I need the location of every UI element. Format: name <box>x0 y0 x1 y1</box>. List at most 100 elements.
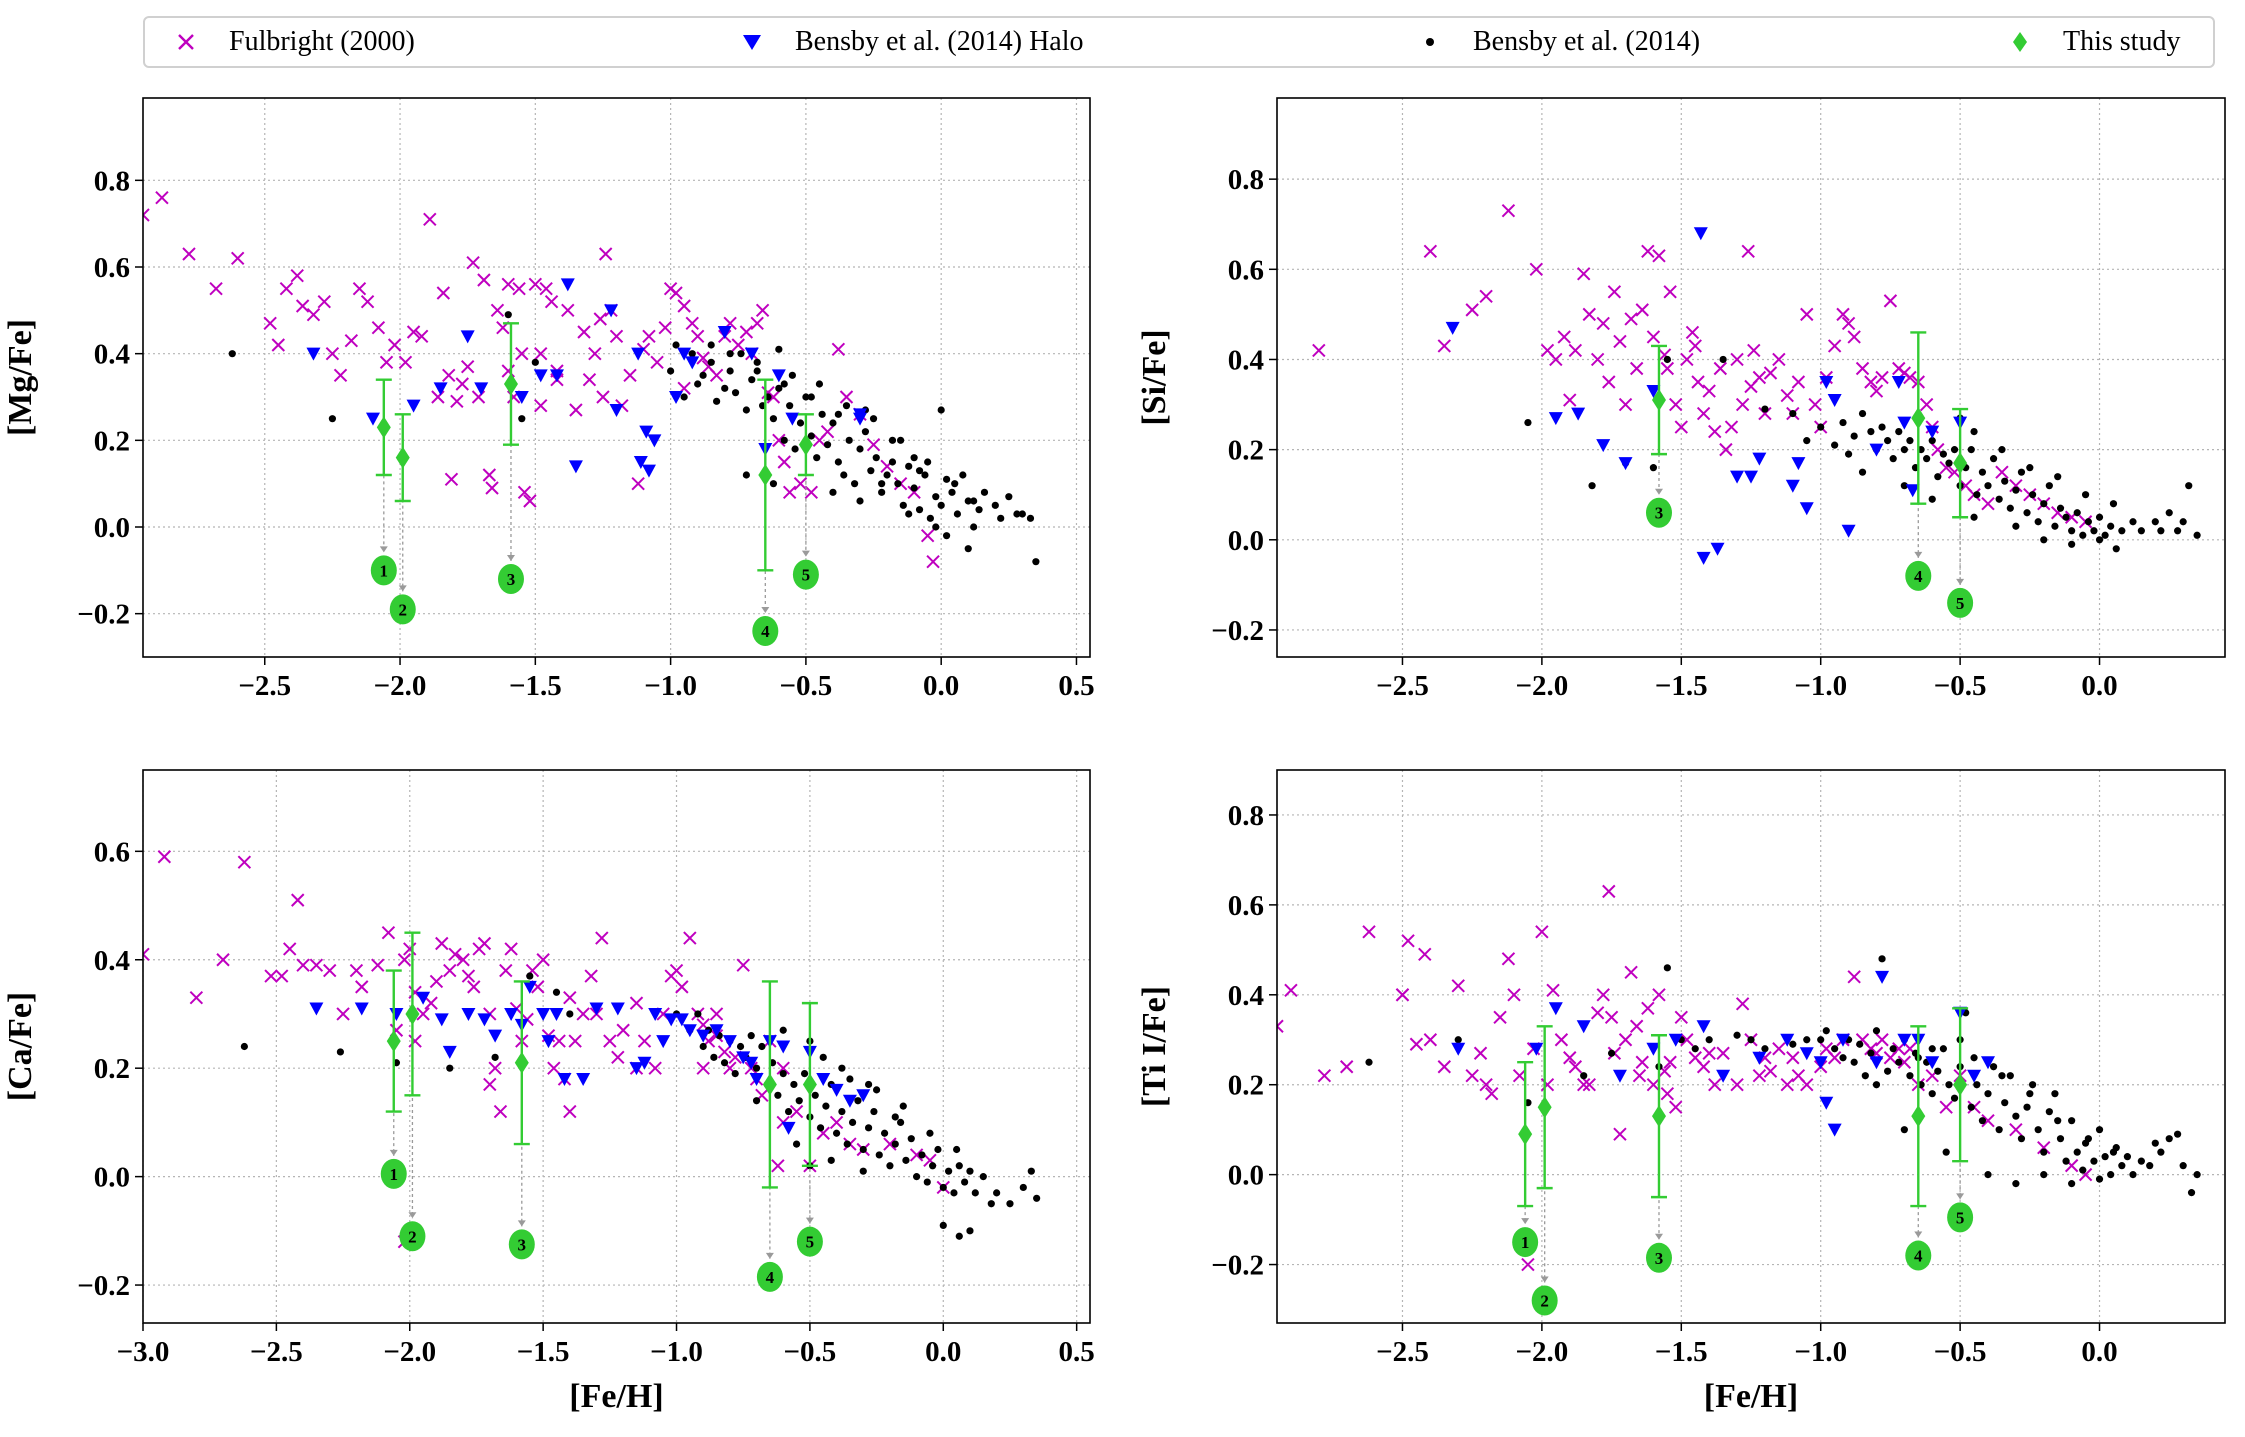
fulbright-point <box>1685 325 1700 340</box>
bensby-point <box>818 410 826 418</box>
fulbright-point <box>669 963 684 978</box>
bensby-point <box>2054 473 2062 481</box>
fulbright-point <box>1680 1033 1694 1047</box>
fulbright-point <box>1577 267 1591 281</box>
bensby-point <box>2187 1189 2196 1197</box>
bensby-point <box>1939 1045 1947 1053</box>
halo-point <box>677 347 692 361</box>
bensby-point <box>2193 531 2201 539</box>
fulbright-point <box>1780 1078 1794 1092</box>
fulbright-point <box>493 1104 508 1119</box>
bensby-point <box>907 1135 915 1143</box>
fulbright-point <box>1691 375 1705 389</box>
fulbright-point <box>423 212 437 227</box>
fulbright-point <box>1596 316 1610 331</box>
bensby-point <box>834 458 842 466</box>
plot-frame-ca <box>142 769 1091 1324</box>
study-arrow-head <box>1654 488 1663 495</box>
study-arrow-head <box>805 1217 814 1224</box>
halo-point <box>744 347 759 361</box>
halo-point <box>631 347 646 361</box>
fulbright-point <box>485 481 499 495</box>
bensby-point <box>1906 437 1914 445</box>
study-point <box>376 416 391 439</box>
bensby-point <box>2174 527 2182 535</box>
halo-point <box>1785 479 1800 493</box>
bensby-point <box>1817 423 1825 431</box>
fulbright-point <box>182 247 196 261</box>
fulbright-point <box>1635 303 1649 317</box>
fulbright-point <box>1641 1001 1655 1015</box>
bensby-point <box>939 1221 947 1230</box>
halo-point <box>1891 376 1906 390</box>
bensby-point <box>742 471 750 479</box>
bensby-point <box>1822 1027 1830 1035</box>
fulbright-point <box>1716 1046 1730 1060</box>
bensby-point <box>1867 427 1875 436</box>
bensby-point <box>872 1086 881 1094</box>
fulbright-point <box>563 1104 577 1119</box>
x-tick-label: 0.5 <box>1058 670 1094 702</box>
fulbright-point <box>1660 1087 1675 1101</box>
bensby-point <box>869 415 878 423</box>
y-axis-label: [Ti I/Fe] <box>1136 986 1173 1107</box>
study-badge-label: 4 <box>766 1268 775 1287</box>
bensby-point <box>2026 464 2034 472</box>
fulbright-point <box>839 390 854 404</box>
bensby-point <box>2193 1171 2201 1179</box>
halo-point <box>641 464 656 478</box>
fulbright-point <box>1465 303 1479 317</box>
fulbright-point <box>523 494 537 508</box>
bensby-point <box>2040 500 2048 508</box>
fulbright-point <box>1418 947 1432 962</box>
fulbright-point <box>1577 1078 1591 1092</box>
halo-point <box>1836 1033 1851 1047</box>
study-point <box>1911 407 1926 430</box>
halo-point <box>771 369 786 383</box>
x-tick-label: 0.5 <box>1059 1336 1095 1368</box>
halo-point <box>609 404 624 417</box>
bensby-point <box>1649 464 1658 472</box>
x-tick-label: −0.5 <box>780 670 833 702</box>
fulbright-point <box>755 303 770 318</box>
fulbright-point <box>598 247 613 261</box>
bensby-point <box>240 1042 248 1051</box>
fulbright-point <box>1735 397 1750 412</box>
bensby-point <box>748 376 756 384</box>
y-tick-label: 0.6 <box>94 836 130 868</box>
bensby-point <box>886 1162 894 1170</box>
bensby-point <box>1719 355 1727 364</box>
bensby-point <box>2051 522 2059 530</box>
bensby-point <box>1844 450 1853 458</box>
fulbright-point <box>1423 244 1438 258</box>
fulbright-point <box>603 1034 617 1048</box>
bensby-point <box>531 358 539 366</box>
fulbright-point <box>414 329 429 344</box>
bensby-point <box>774 1091 782 1099</box>
fulbright-point <box>576 1007 590 1021</box>
fulbright-point <box>216 953 230 967</box>
bensby-point <box>2073 509 2081 517</box>
panel-ti: −2.5 −2.0 −1.5 −1.0 −0.5 0.0 −0.2 0.0 0.2 0.4 0.6 0… <box>1136 769 2226 1415</box>
fulbright-point <box>1660 361 1675 376</box>
x-tick-label: −2.0 <box>383 1336 436 1368</box>
bensby-point <box>838 1107 846 1116</box>
fulbright-point <box>1493 1010 1507 1024</box>
bensby-point <box>897 1118 905 1127</box>
study-badge-label: 2 <box>398 600 407 619</box>
y-tick-label: 0.2 <box>94 425 130 457</box>
bensby-point <box>2079 1166 2087 1174</box>
halo-point <box>633 456 648 469</box>
fulbright-point <box>1841 316 1856 331</box>
fulbright-point <box>717 1045 732 1059</box>
dot-marker-icon <box>1426 38 1434 46</box>
bensby-point <box>2157 527 2165 535</box>
bensby-point <box>851 480 859 488</box>
halo-point <box>744 1056 759 1070</box>
triangle-down-marker-icon <box>743 35 761 50</box>
bensby-point <box>975 506 983 514</box>
bensby-point <box>816 1124 825 1132</box>
fulbright-point <box>1919 397 1934 412</box>
bensby-point <box>905 462 913 470</box>
bensby-point <box>1973 1081 1981 1089</box>
